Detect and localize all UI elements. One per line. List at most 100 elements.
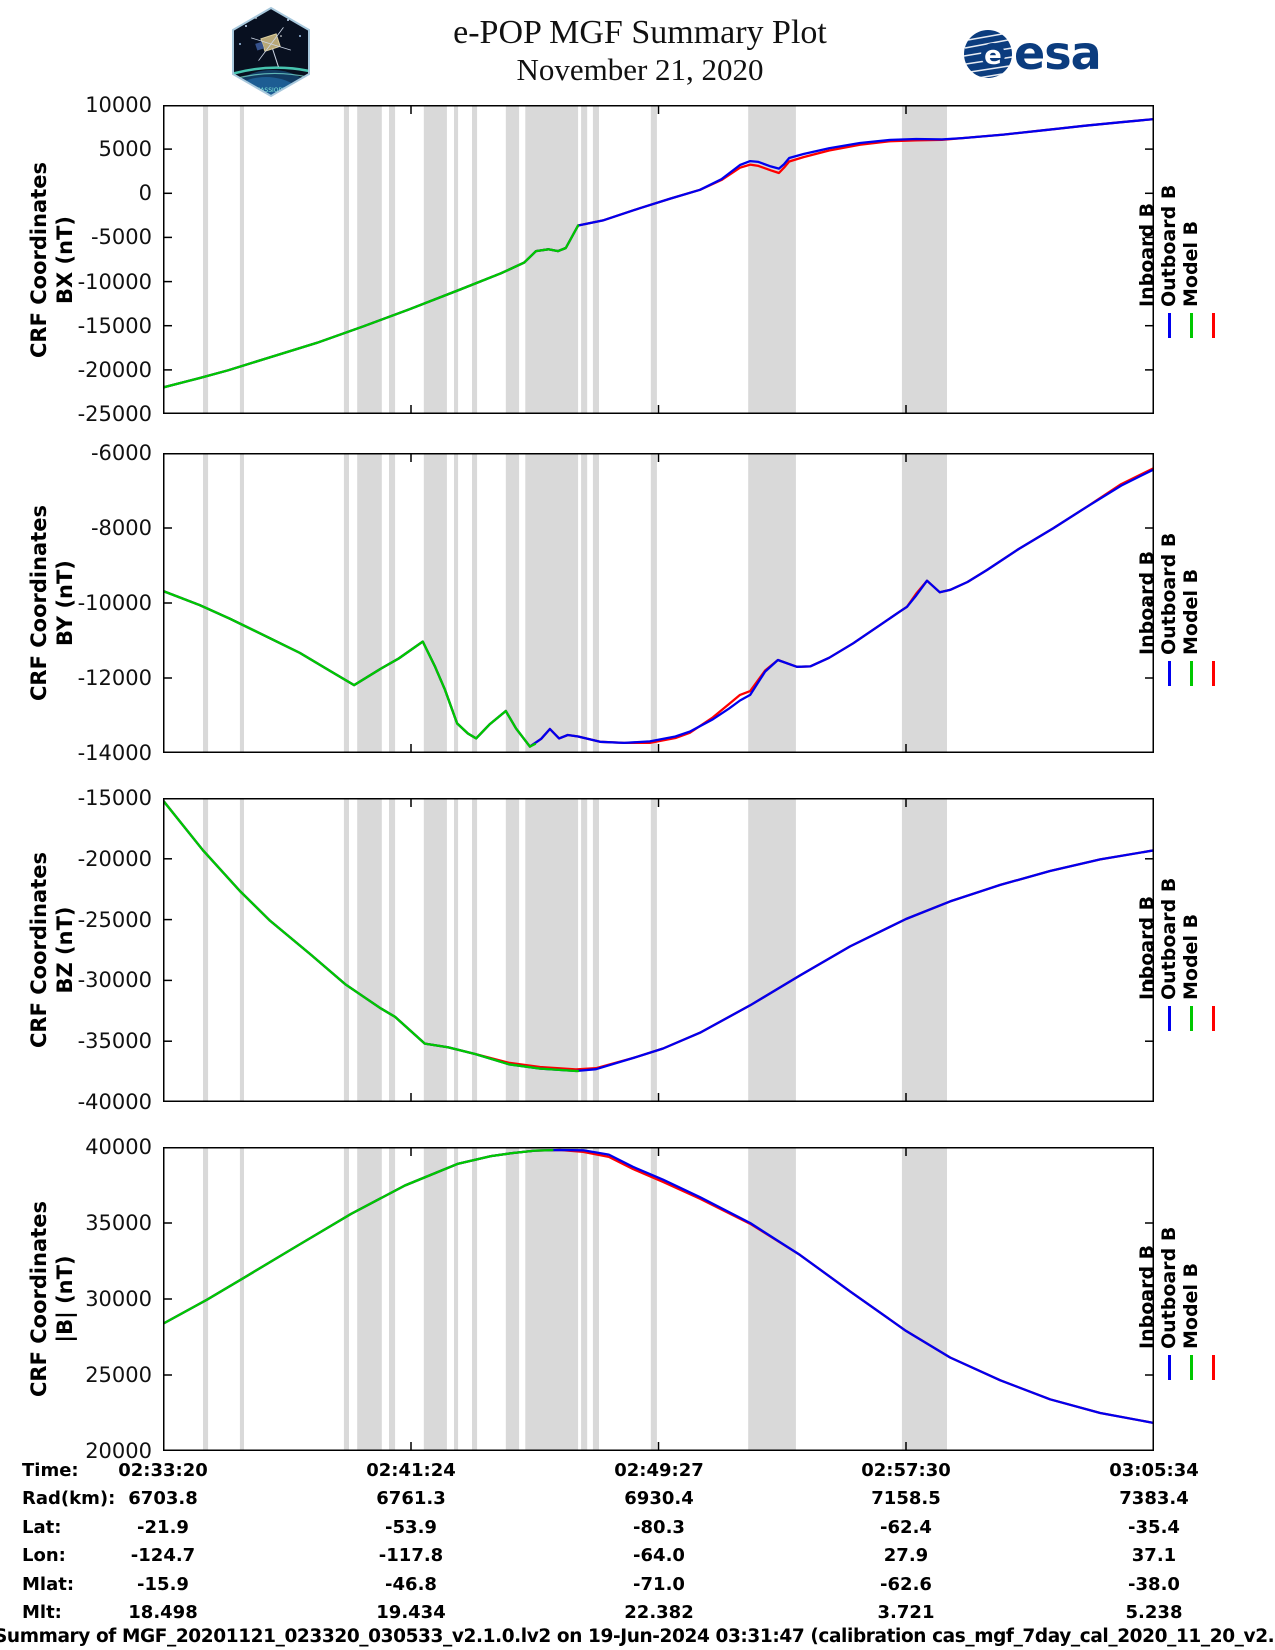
data-gap-band [505,105,520,414]
legend-swatch-outboard [1190,661,1193,686]
data-gap-band [525,453,579,753]
series-outboard-by [163,589,537,748]
footer-summary-line: Summary of MGF_20201121_023320_030533_v2… [0,1626,1275,1647]
axis-row-label-mlat: Mlat: [22,1574,75,1595]
data-gap-band [239,105,244,414]
y-tick-label-bmag: 25000 [85,1363,152,1387]
data-gap-band [357,453,382,753]
data-gap-band [581,798,588,1102]
plot-area-bmag [163,1147,1154,1451]
axis-row-value: 37.1 [1131,1545,1177,1566]
axis-row-value: -124.7 [130,1545,196,1566]
y-tick-label-bx: -25000 [77,402,152,426]
page-subtitle: November 21, 2020 [516,52,764,87]
legend-label-inboard: Inboard B [1136,1244,1158,1349]
axis-row-label-lat: Lat: [22,1517,62,1538]
data-gap-band [650,1147,657,1451]
data-gap-band [203,1147,209,1451]
data-gap-band [423,453,447,753]
plot-area-by [163,453,1154,753]
data-gap-band [581,105,588,414]
data-gap-band [343,453,349,753]
axis-row-value: -117.8 [378,1545,444,1566]
data-gap-band [357,105,382,414]
y-tick-label-by: -12000 [77,666,152,690]
data-gap-band [748,1147,796,1451]
series-outboard-bz [163,799,580,1073]
data-gap-band [454,105,459,414]
y-tick-label-bx: -20000 [77,358,152,382]
axis-row-label-radkm: Rad(km): [22,1488,116,1509]
y-tick-label-by: -6000 [90,441,152,465]
axis-row-value: -71.0 [633,1574,685,1595]
axis-row-value: 02:33:20 [118,1460,208,1481]
page-title: e-POP MGF Summary Plot [453,14,827,51]
data-gap-band [901,1147,947,1451]
y-tick-label-by: -14000 [77,741,152,765]
y-tick-label-bmag: 30000 [85,1287,152,1311]
legend-label-outboard: Outboard B [1158,184,1180,307]
axis-row-value: -21.9 [137,1517,189,1538]
axis-row-value: -80.3 [633,1517,685,1538]
legend-label-outboard: Outboard B [1158,1226,1180,1349]
axis-row-label-lon: Lon: [22,1545,66,1566]
legend-swatch-model [1212,1006,1215,1031]
data-gap-band [581,1147,588,1451]
axis-row-value: -46.8 [385,1574,437,1595]
y-tick-label-bx: 0 [138,181,152,205]
y-tick-label-bz: -35000 [77,1029,152,1053]
axis-row-value: 02:57:30 [861,1460,951,1481]
axis-row-value: 22.382 [624,1602,694,1623]
data-gap-band [239,798,244,1102]
data-gap-band [423,105,447,414]
data-gap-band [357,1147,382,1451]
data-gap-band [357,798,382,1102]
legend-label-model: Model B [1180,913,1202,1000]
plot-area-bz [163,798,1154,1102]
data-gap-band [505,798,520,1102]
legend-swatch-inboard [1168,313,1171,338]
data-gap-band [650,798,657,1102]
y-tick-label-bz: -25000 [77,908,152,932]
axis-row-value: -64.0 [633,1545,685,1566]
legend-swatch-outboard [1190,1355,1193,1380]
data-gap-band [592,105,599,414]
legend-label-model: Model B [1180,568,1202,655]
y-tick-label-by: -8000 [90,516,152,540]
y-tick-label-bz: -40000 [77,1090,152,1114]
data-gap-band [592,798,599,1102]
y-axis-label-by: CRF Coordinates BY (nT) [27,505,77,701]
axis-row-value: 7158.5 [871,1488,941,1509]
axis-row-value: 02:41:24 [366,1460,456,1481]
axis-row-label-time: Time: [22,1460,79,1481]
legend-swatch-model [1212,313,1215,338]
data-gap-band [423,798,447,1102]
y-tick-label-bmag: 35000 [85,1211,152,1235]
legend-swatch-model [1212,1355,1215,1380]
data-gap-band [389,453,396,753]
y-tick-label-bmag: 40000 [85,1135,152,1159]
data-gap-band [389,105,396,414]
data-gap-band [472,1147,478,1451]
series-inboard-bz [163,799,1154,1073]
axis-row-value: 02:49:27 [614,1460,704,1481]
legend-swatch-inboard [1168,661,1171,686]
data-gap-band [650,453,657,753]
axis-row-label-mlt: Mlt: [22,1602,62,1623]
data-gap-band [505,1147,520,1451]
legend-swatch-inboard [1168,1355,1171,1380]
data-gap-band [203,453,209,753]
y-axis-label-bmag: CRF Coordinates |B| (nT) [27,1201,77,1397]
axis-row-value: 6703.8 [128,1488,198,1509]
data-gap-band [343,1147,349,1451]
data-gap-band [581,453,588,753]
cassiope-mission-patch-icon: CASSIOPE [232,6,310,98]
series-inboard-bx [163,117,1154,389]
y-tick-label-bz: -15000 [77,786,152,810]
y-tick-label-bx: 5000 [98,137,152,161]
data-gap-band [748,105,796,414]
legend-label-model: Model B [1180,1262,1202,1349]
y-tick-label-bx: -15000 [77,314,152,338]
data-gap-band [389,1147,396,1451]
data-gap-band [748,798,796,1102]
